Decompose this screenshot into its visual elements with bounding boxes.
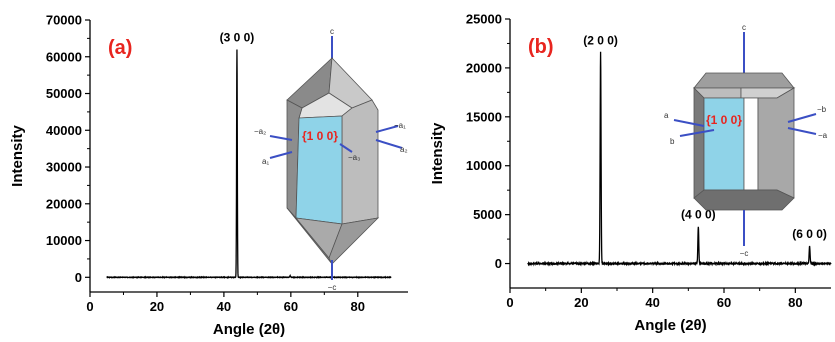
crystal-inset-a: c −c −a₂ a₁ −a₁ a₂ −a₃ {1 0 0}: [254, 27, 408, 292]
y-axis-label-b: Intensity: [429, 122, 446, 184]
data-line-b: [527, 51, 832, 267]
top-axis-label-b: c: [742, 23, 746, 32]
x-tick-label: 0: [86, 299, 93, 314]
axis-line: [269, 135, 293, 141]
crystal-facet: [693, 189, 795, 211]
axis-line: [679, 129, 715, 137]
axis-ticks-b: [505, 18, 796, 293]
y-tick-label: 20000: [46, 196, 82, 211]
face-label-b: {1 0 0}: [706, 113, 742, 127]
y-tick-label: 10000: [466, 158, 502, 173]
y-tick-label: 20000: [466, 60, 502, 75]
y-tick-label: 25000: [466, 12, 502, 27]
x-tick-label: 40: [217, 299, 231, 314]
y-tick-label: 0: [495, 256, 502, 271]
peak-label: (6 0 0): [792, 227, 827, 241]
inset-axis-label: −b: [817, 105, 827, 114]
x-tick-label: 80: [788, 295, 802, 310]
y-axis-label-a: Intensity: [9, 125, 26, 187]
x-tick-label: 80: [351, 299, 365, 314]
x-axis-label-b: Angle (2θ): [634, 317, 706, 334]
data-line-a: [106, 49, 392, 280]
panel-letter-a: (a): [108, 37, 132, 59]
bottom-axis-label-b: −c: [740, 249, 749, 258]
tick-labels-a: 0 20 40 60 80 0 10000 20000 30000 40000 50000 60000…: [46, 13, 365, 315]
x-tick-label: 0: [506, 295, 513, 310]
y-tick-label: 40000: [46, 123, 82, 138]
axis-line: [787, 113, 817, 123]
tick-labels-b: 0 20 40 60 80 0 5000 10000 15000 20000 25000: [466, 12, 803, 311]
inset-axis-label: −a₃: [348, 153, 360, 162]
y-tick-label: 30000: [46, 160, 82, 175]
y-tick-label: 60000: [46, 49, 82, 64]
y-tick-label: 50000: [46, 86, 82, 101]
axis-line: [375, 139, 403, 149]
chart-panel-b: 0 20 40 60 80 0 5000 10000 15000 20000 25000 Angle…: [429, 12, 832, 334]
inset-axis-label: a₂: [400, 145, 408, 154]
x-tick-label: 60: [717, 295, 731, 310]
face-label-a: {1 0 0}: [302, 129, 338, 143]
x-tick-label: 20: [150, 299, 164, 314]
panel-letter-b: (b): [528, 36, 554, 58]
crystal-facet: [693, 87, 705, 199]
peak-label: (2 0 0): [583, 33, 618, 47]
crystal-inset-b: c −c a b −b −a {1 0 0}: [664, 23, 828, 258]
x-tick-label: 20: [574, 295, 588, 310]
crystal-facet: [693, 72, 795, 89]
inset-axis-label: −a: [818, 131, 828, 140]
peak-labels-a: (3 0 0): [220, 30, 255, 44]
axis-line: [787, 127, 817, 135]
peak-labels-b: (2 0 0) (4 0 0) (6 0 0): [583, 33, 827, 241]
axis-line: [269, 151, 293, 159]
x-axis-label-a: Angle (2θ): [213, 321, 285, 338]
crystal-facet: [341, 99, 379, 225]
inset-axis-label: a₁: [262, 157, 269, 166]
peak-label: (4 0 0): [681, 207, 716, 221]
y-tick-label: 70000: [46, 13, 82, 28]
y-tick-label: 15000: [466, 109, 502, 124]
inset-axis-label: b: [670, 137, 675, 146]
inset-axis-label: −a₂: [254, 127, 266, 136]
x-tick-label: 40: [645, 295, 659, 310]
inset-axis-label: a: [664, 111, 669, 120]
top-axis-label-a: c: [330, 27, 334, 36]
bottom-axis-label-a: −c: [328, 283, 337, 292]
axis-line: [673, 119, 705, 127]
crystal-face-100: [703, 97, 745, 191]
y-tick-label: 5000: [473, 207, 502, 222]
axis-line: [339, 143, 353, 153]
crystal-facet: [757, 87, 795, 199]
x-tick-label: 60: [284, 299, 298, 314]
peak-label: (3 0 0): [220, 30, 255, 44]
y-tick-label: 0: [75, 270, 82, 285]
y-tick-label: 10000: [46, 233, 82, 248]
axis-line: [375, 125, 399, 133]
chart-panel-a: 0 20 40 60 80 0 10000 20000 30000 40000 50000 60000…: [9, 13, 408, 338]
inset-axis-label: −a₁: [394, 121, 406, 130]
crystal-facet: [743, 97, 759, 191]
